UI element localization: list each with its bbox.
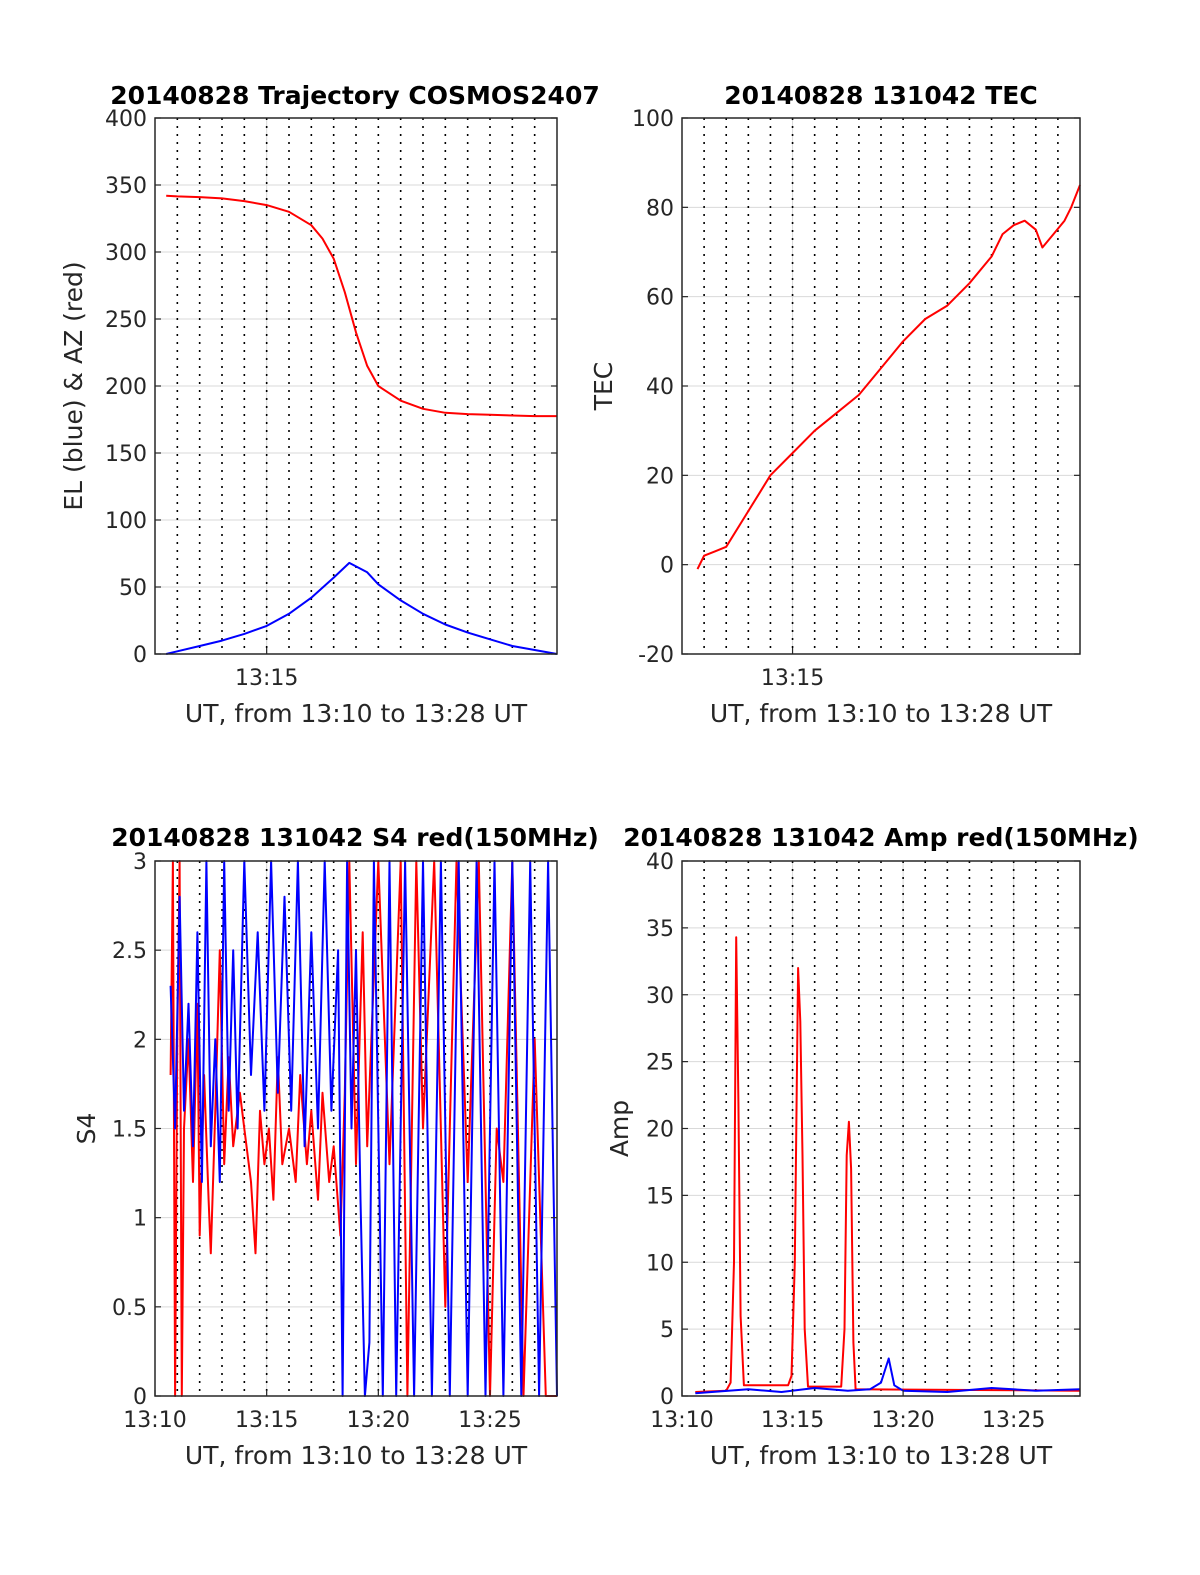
plot-trajectory — [154, 117, 558, 655]
tec-title: 20140828 131042 TEC — [724, 81, 1037, 110]
s4-ytick-label: 1 — [133, 1207, 147, 1232]
plot-amp — [681, 860, 1081, 1397]
tec-ytick-label: 60 — [646, 286, 674, 311]
amp-series-1-line — [695, 1357, 1081, 1395]
tec-ytick-label: 100 — [632, 107, 674, 132]
s4-ytick-label: 1.5 — [112, 1118, 147, 1143]
amp-xlabel: UT, from 13:10 to 13:28 UT — [710, 1441, 1053, 1470]
amp-ytick-label: 30 — [646, 984, 674, 1009]
trajectory-ytick-label: 50 — [119, 576, 147, 601]
amp-ytick-label: 15 — [646, 1184, 674, 1209]
s4-xtick-label: 13:25 — [458, 1408, 521, 1433]
amp-ytick-label: 5 — [660, 1318, 674, 1343]
plot-s4 — [154, 860, 558, 1397]
s4-ytick-label: 2.5 — [112, 939, 147, 964]
trajectory-title: 20140828 Trajectory COSMOS2407 — [110, 81, 600, 110]
s4-ytick-label: 0.5 — [112, 1296, 147, 1321]
amp-ytick-label: 35 — [646, 917, 674, 942]
amp-ytick-label: 40 — [646, 850, 674, 875]
tec-ytick-label: 0 — [660, 554, 674, 579]
amp-series-0-line — [695, 936, 1081, 1393]
trajectory-ytick-label: 0 — [133, 643, 147, 668]
s4-xtick-label: 13:20 — [347, 1408, 410, 1433]
amp-ytick-label: 0 — [660, 1385, 674, 1410]
s4-xlabel: UT, from 13:10 to 13:28 UT — [185, 1441, 528, 1470]
trajectory-ytick-label: 250 — [105, 308, 147, 333]
plot-tec — [681, 117, 1081, 655]
s4-ylabel: S4 — [72, 1113, 101, 1145]
amp-ylabel: Amp — [605, 1100, 634, 1157]
amp-ytick-label: 10 — [646, 1251, 674, 1276]
s4-ytick-label: 3 — [133, 850, 147, 875]
trajectory-xlabel: UT, from 13:10 to 13:28 UT — [185, 699, 528, 728]
trajectory-ytick-label: 150 — [105, 442, 147, 467]
trajectory-ytick-label: 350 — [105, 174, 147, 199]
amp-ytick-label: 20 — [646, 1118, 674, 1143]
s4-xtick-label: 13:10 — [123, 1408, 186, 1433]
trajectory-series-1-line — [165, 561, 558, 655]
s4-ytick-label: 0 — [133, 1385, 147, 1410]
amp-ytick-label: 25 — [646, 1051, 674, 1076]
amp-xtick-label: 13:15 — [761, 1408, 824, 1433]
amp-xtick-label: 13:25 — [982, 1408, 1045, 1433]
tec-ytick-label: 40 — [646, 375, 674, 400]
trajectory-ytick-label: 400 — [105, 107, 147, 132]
trajectory-series-0-line — [166, 194, 557, 418]
tec-ytick-label: 80 — [646, 196, 674, 221]
trajectory-ytick-label: 300 — [105, 241, 147, 266]
trajectory-ylabel: EL (blue) & AZ (red) — [59, 261, 88, 510]
tec-xtick-label: 13:15 — [761, 666, 824, 691]
trajectory-xtick-label: 13:15 — [235, 666, 298, 691]
s4-ytick-label: 2 — [133, 1028, 147, 1053]
tec-series-0-line — [696, 184, 1081, 570]
amp-xtick-label: 13:20 — [871, 1408, 934, 1433]
amp-xtick-label: 13:10 — [650, 1408, 713, 1433]
amp-title: 20140828 131042 Amp red(150MHz) — [623, 823, 1139, 852]
s4-title: 20140828 131042 S4 red(150MHz) — [111, 823, 599, 852]
trajectory-ytick-label: 100 — [105, 509, 147, 534]
tec-xlabel: UT, from 13:10 to 13:28 UT — [710, 699, 1053, 728]
s4-xtick-label: 13:15 — [235, 1408, 298, 1433]
tec-ytick-label: 20 — [646, 464, 674, 489]
tec-ylabel: TEC — [589, 362, 618, 412]
s4-series-1-line — [169, 860, 558, 1397]
tec-ytick-label: -20 — [638, 643, 674, 668]
trajectory-ytick-label: 200 — [105, 375, 147, 400]
